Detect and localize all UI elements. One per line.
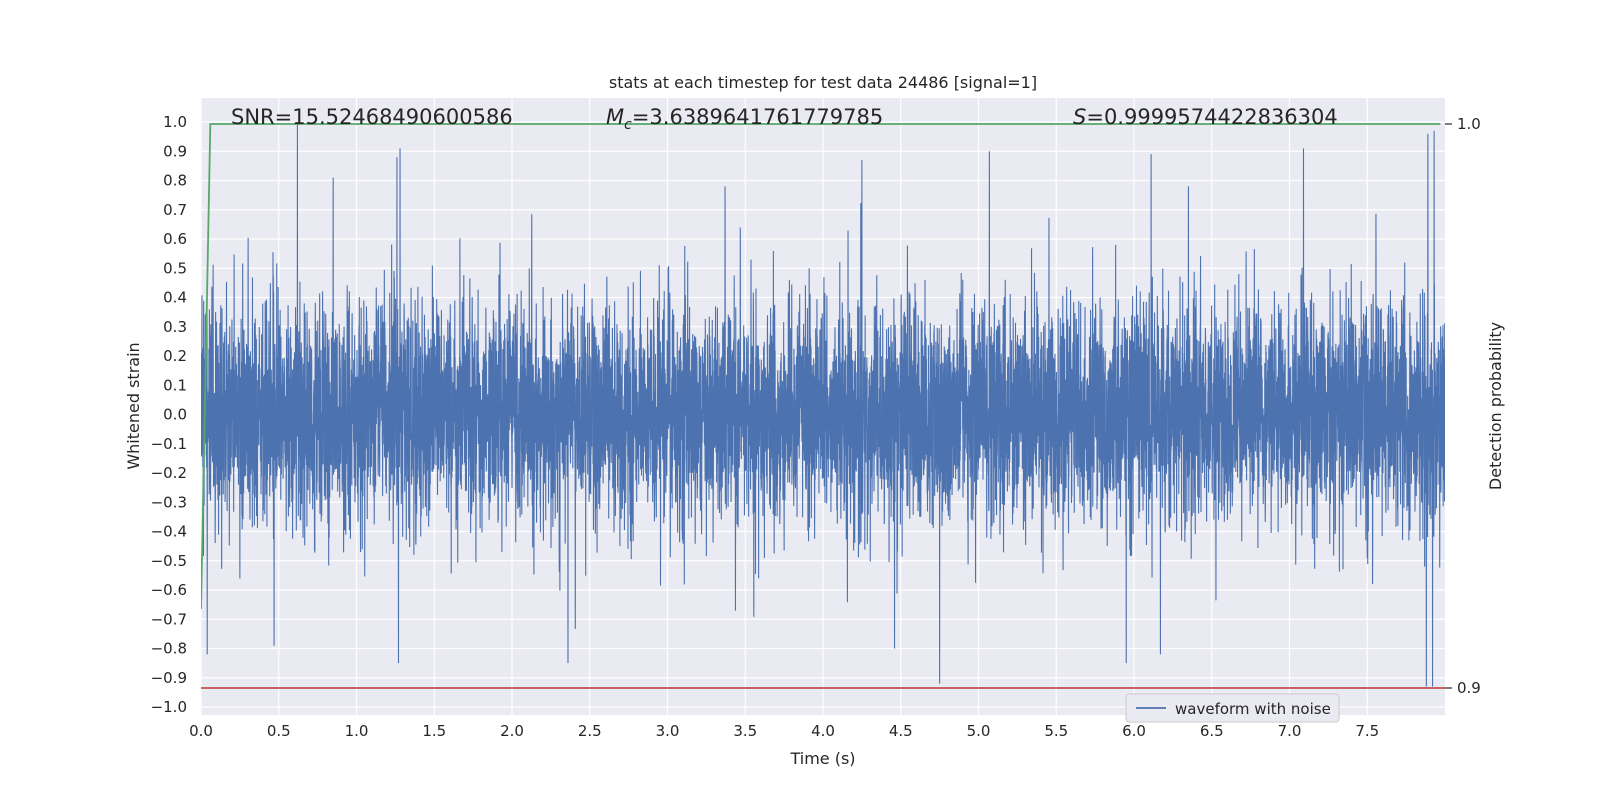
legend-box [1125,693,1340,723]
y-tick-label: 0.7 [163,201,187,219]
x-tick-label: 1.0 [345,722,369,740]
x-tick-label: 2.0 [500,722,524,740]
y2-tick-label: 1.0 [1457,115,1481,133]
x-tick-label: 1.5 [422,722,446,740]
y-tick-label: −1.0 [151,698,187,716]
x-tick-label: 3.5 [733,722,757,740]
y-tick-label: 0.8 [163,172,187,190]
chirp-mass-annotation: Mc=3.6389641761779785 [606,105,883,133]
y-axis-label: Whitened strain [124,342,143,469]
y-tick-label: 0.0 [163,406,187,424]
chirp-mass-value: =3.6389641761779785 [632,105,883,129]
x-tick-label: 7.0 [1278,722,1302,740]
score-value: =0.9999574422836304 [1086,105,1337,129]
legend-label-waveform: waveform with noise [1175,700,1331,718]
series-detection-probability [201,123,1441,610]
x-tick-label: 7.5 [1355,722,1379,740]
y-tick-label: −0.5 [151,552,187,570]
x-axis-label: Time (s) [789,749,855,768]
chart-title: stats at each timestep for test data 244… [609,73,1037,92]
y-tick-label: 0.9 [163,142,187,160]
x-tick-label: 6.5 [1200,722,1224,740]
x-tick-label: 0.5 [267,722,291,740]
series-waveform-with-noise [201,121,1445,687]
y-tick-label: 0.6 [163,230,187,248]
x-tick-label: 0.0 [189,722,213,740]
chirp-mass-symbol: M [606,105,624,129]
y-tick-label: −0.9 [151,669,187,687]
x-tick-label: 6.0 [1122,722,1146,740]
y2-axis-label: Detection probability [1486,322,1505,490]
y-tick-label: 0.5 [163,259,187,277]
snr-annotation: SNR=15.52468490600586 [231,105,513,129]
x-tick-label: 4.0 [811,722,835,740]
series-layer [201,121,1445,689]
y-tick-label: −0.1 [151,435,187,453]
x-tick-label: 5.0 [967,722,991,740]
y-tick-label: 0.4 [163,289,187,307]
y-tick-label: −0.3 [151,493,187,511]
x-tick-label: 5.5 [1044,722,1068,740]
y-tick-label: 0.1 [163,376,187,394]
y-tick-label: −0.8 [151,640,187,658]
y2-tick-label: 0.9 [1457,679,1481,697]
x-tick-label: 2.5 [578,722,602,740]
y-tick-label: 0.2 [163,347,187,365]
y-tick-label: 1.0 [163,113,187,131]
score-annotation: S=0.9999574422836304 [1073,105,1338,129]
y-tick-label: −0.7 [151,610,187,628]
chirp-mass-subscript: c [624,117,632,133]
score-symbol: S [1073,105,1086,129]
y-tick-label: −0.6 [151,581,187,599]
x-tick-label: 3.0 [656,722,680,740]
y-tick-label: −0.2 [151,464,187,482]
y-tick-label: 0.3 [163,318,187,336]
legend: waveform with noise [1125,693,1340,723]
tick-labels: 0.0 0.5 1.0 1.5 2.0 2.5 3.0 3.5 4.0 4.5 5.0 5.5 6.0 6… [151,113,1481,740]
y-tick-label: −0.4 [151,523,187,541]
x-tick-label: 4.5 [889,722,913,740]
